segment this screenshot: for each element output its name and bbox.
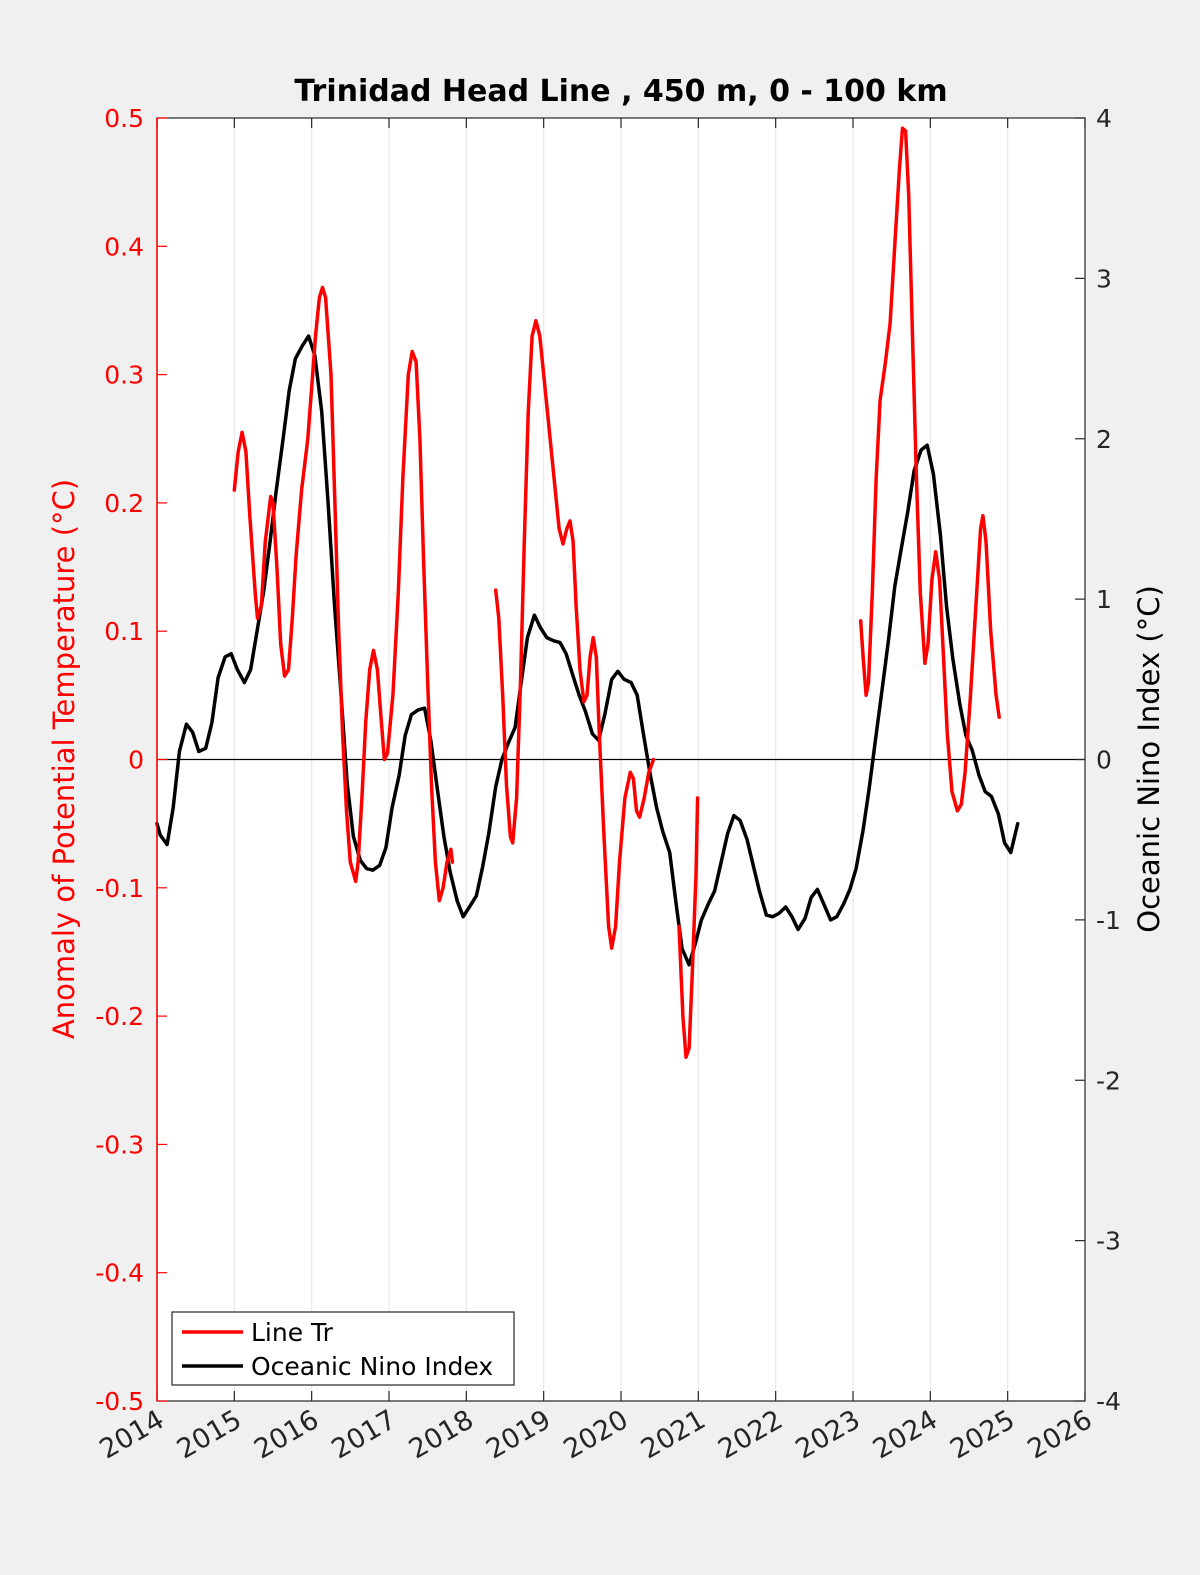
- x-tick-label: 2019: [481, 1404, 556, 1465]
- y-right-tick-label: -2: [1096, 1066, 1121, 1095]
- x-tick-label: 2025: [945, 1404, 1020, 1465]
- y-left-tick-label: -0.4: [95, 1259, 144, 1288]
- x-tick-label: 2023: [790, 1404, 865, 1465]
- y-left-tick-label: -0.1: [95, 874, 144, 903]
- chart-title: Trinidad Head Line , 450 m, 0 - 100 km: [294, 74, 947, 109]
- x-tick-label: 2020: [558, 1404, 633, 1465]
- x-tick-label: 2017: [326, 1404, 401, 1465]
- x-tick-label: 2015: [172, 1404, 247, 1465]
- y-left-tick-label: -0.5: [95, 1387, 144, 1416]
- legend-label-oni: Oceanic Nino Index: [251, 1352, 493, 1381]
- legend-label-line-tr: Line Tr: [251, 1318, 334, 1347]
- x-tick-label: 2024: [868, 1404, 943, 1465]
- y-right-tick-label: 3: [1096, 264, 1112, 293]
- y-left-tick-label: 0.4: [104, 232, 144, 261]
- x-tick-label: 2022: [713, 1404, 788, 1465]
- y-axis-left-label: Anomaly of Potential Temperature (°C): [47, 479, 81, 1039]
- chart-figure: 2 0 1 4 2015 2016 2017 2018 2019 2020 2021 2022 2023…: [0, 0, 1200, 1575]
- x-tick-label: 2026: [1022, 1404, 1097, 1465]
- x-tick-label: 2021: [636, 1404, 711, 1465]
- y-axis-right-label: Oceanic Nino Index (°C): [1132, 585, 1166, 933]
- y-right-tick-label: 2: [1096, 425, 1112, 454]
- y-left-tick-label: 0.3: [104, 361, 144, 390]
- legend: Line Tr Oceanic Nino Index: [172, 1312, 514, 1385]
- x-tick-label: 2018: [404, 1404, 479, 1465]
- y-left-tick-label: -0.3: [95, 1130, 144, 1159]
- y-left-tick-label: 0.1: [104, 617, 144, 646]
- y-right-tick-label: 0: [1096, 746, 1112, 775]
- y-left-tick-label: -0.2: [95, 1002, 144, 1031]
- y-left-tick-label: 0: [128, 746, 144, 775]
- x-tick-label: 2016: [249, 1404, 324, 1465]
- y-right-tick-label: 4: [1096, 104, 1112, 133]
- y-right-tick-label: -3: [1096, 1227, 1121, 1256]
- y-left-tick-label: 0.2: [104, 489, 144, 518]
- y-left-tick-label: 0.5: [104, 104, 144, 133]
- y-right-tick-label: -1: [1096, 906, 1121, 935]
- y-right-tick-label: 1: [1096, 585, 1112, 614]
- y-right-tick-label: -4: [1096, 1387, 1121, 1416]
